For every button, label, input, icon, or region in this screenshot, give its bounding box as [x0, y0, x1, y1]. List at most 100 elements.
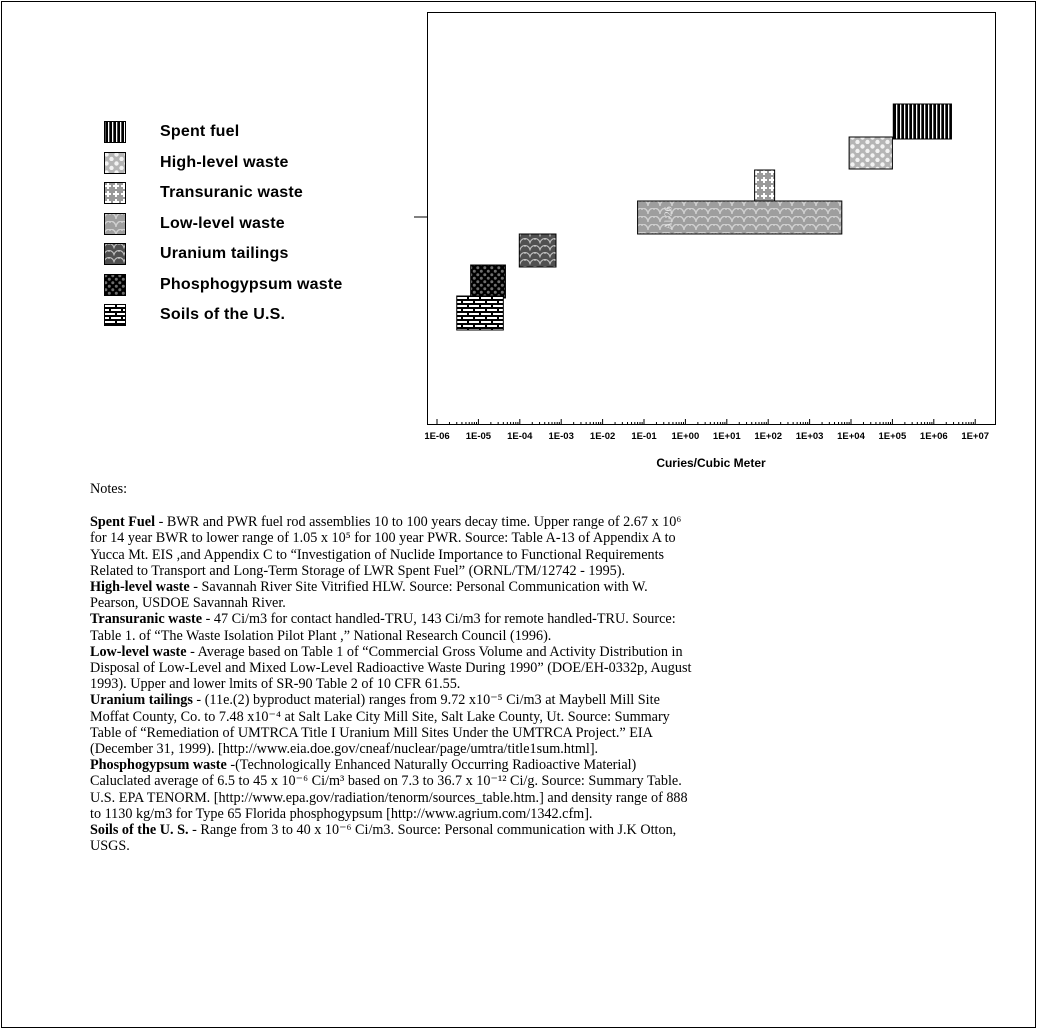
note-line: U.S. EPA TENORM. [http://www.epa.gov/rad… — [90, 790, 990, 806]
legend-swatch — [104, 182, 126, 205]
x-tick-label: 1E+03 — [796, 431, 824, 442]
range-bar-high-level-waste — [848, 136, 893, 170]
range-bar-transuranic-waste — [754, 169, 776, 203]
note-text: Moffat County, Co. to 7.48 x10⁻⁴ at Salt… — [90, 708, 670, 725]
note-text: - BWR and PWR fuel rod assemblies 10 to … — [155, 514, 682, 531]
note-text: Table of “Remediation of UMTRCA Title I … — [90, 724, 653, 741]
chart: Al-26 1E-06 1E-05 1E-04 1E-03 1E-02 1E-01 1E+0… — [414, 103, 989, 470]
legend-item-transuranic-waste: Transuranic waste — [104, 178, 343, 209]
legend-swatch — [104, 121, 126, 144]
note-line: Moffat County, Co. to 7.48 x10⁻⁴ at Salt… — [90, 709, 990, 725]
note-text: - Range from 3 to 40 x 10⁻⁶ Ci/m3. Sourc… — [188, 822, 677, 839]
x-tick-label: 1E+01 — [713, 431, 741, 442]
note-text: Related to Transport and Long-Term Stora… — [90, 562, 626, 579]
x-axis-title: Curies/Cubic Meter — [656, 456, 766, 470]
legend-label: Low-level waste — [160, 214, 285, 232]
note-line: Transuranic waste - 47 Ci/m3 for contact… — [90, 611, 990, 627]
range-bar-low-level-waste — [637, 200, 843, 235]
legend-label: Phosphogypsum waste — [160, 275, 343, 293]
legend-label: Soils of the U.S. — [160, 306, 286, 324]
note-text: Disposal of Low-Level and Mixed Low-Leve… — [90, 660, 692, 677]
legend-swatch — [104, 212, 126, 235]
legend-label: Uranium tailings — [160, 245, 289, 263]
bar-annotation: Al-26 — [663, 206, 674, 229]
note-line: Soils of the U. S. - Range from 3 to 40 … — [90, 822, 990, 838]
legend-label: Transuranic waste — [160, 184, 304, 202]
note-text: for 14 year BWR to lower range of 1.05 x… — [90, 530, 676, 547]
x-tick-label: 1E-05 — [466, 431, 492, 442]
x-tick-label: 1E+05 — [879, 431, 907, 442]
note-line: Table 1. of “The Waste Isolation Pilot P… — [90, 628, 990, 644]
x-tick-label: 1E+00 — [672, 431, 700, 442]
legend-swatch — [104, 273, 126, 296]
note-text: - (11e.(2) byproduct material) ranges fr… — [192, 692, 660, 709]
note-title: Low-level waste — [90, 643, 187, 660]
note-line: Table of “Remediation of UMTRCA Title I … — [90, 725, 990, 741]
note-text: Pearson, USDOE Savannah River. — [90, 595, 286, 612]
note-line: Caluclated average of 6.5 to 45 x 10⁻⁶ C… — [90, 773, 990, 789]
x-tick-label: 1E+04 — [837, 431, 865, 442]
note-line: to 1130 kg/m3 for Type 65 Florida phosph… — [90, 806, 990, 822]
note-text: - Savannah River Site Vitrified HLW. Sou… — [189, 579, 648, 596]
range-bar-spent-fuel — [892, 103, 952, 140]
note-line: Related to Transport and Long-Term Stora… — [90, 563, 990, 579]
note-line: for 14 year BWR to lower range of 1.05 x… — [90, 530, 990, 546]
note-line: High-level waste - Savannah River Site V… — [90, 579, 990, 595]
note-title: Transuranic waste — [90, 611, 203, 628]
legend-label: High-level waste — [160, 153, 289, 171]
note-line: Spent Fuel - BWR and PWR fuel rod assemb… — [90, 514, 990, 530]
legend-item-uranium-tailings: Uranium tailings — [104, 239, 343, 270]
legend-item-low-level-waste: Low-level waste — [104, 209, 343, 240]
range-bar-uranium-tailings — [518, 233, 557, 268]
x-tick-label: 1E-06 — [424, 431, 449, 442]
x-tick-label: 1E-02 — [590, 431, 615, 442]
note-text: - Average based on Table 1 of “Commercia… — [186, 643, 683, 660]
note-text: Caluclated average of 6.5 to 45 x 10⁻⁶ C… — [90, 773, 682, 790]
plot-area — [427, 12, 996, 425]
note-line: Pearson, USDOE Savannah River. — [90, 595, 990, 611]
legend-item-spent-fuel: Spent fuel — [104, 117, 343, 148]
legend: Spent fuel High-level waste Transuranic wa… — [104, 117, 343, 331]
x-tick-label: 1E+02 — [754, 431, 782, 442]
range-bar-soils-of-the-u-s — [456, 295, 504, 331]
legend-item-phosphogypsum-waste: Phosphogypsum waste — [104, 270, 343, 301]
note-title: High-level waste — [90, 579, 190, 596]
x-tick-label: 1E+07 — [961, 431, 989, 442]
note-title: Spent Fuel — [90, 514, 156, 531]
note-text: Yucca Mt. EIS ,and Appendix C to “Invest… — [90, 546, 665, 563]
x-tick-label: 1E+06 — [920, 431, 948, 442]
legend-item-soils-of-the-u-s: Soils of the U.S. — [104, 300, 343, 331]
legend-item-high-level-waste: High-level waste — [104, 148, 343, 179]
note-title: Phosphogypsum waste — [90, 757, 227, 774]
note-line: Phosphogypsum waste -(Technologically En… — [90, 757, 990, 773]
note-text: U.S. EPA TENORM. [http://www.epa.gov/rad… — [90, 789, 688, 806]
note-line: USGS. — [90, 838, 990, 854]
note-line: (December 31, 1999). [http://www.eia.doe… — [90, 741, 990, 757]
note-line: 1993). Upper and lower lmits of SR-90 Ta… — [90, 676, 990, 692]
legend-swatch — [104, 151, 126, 174]
note-text: - 47 Ci/m3 for contact handled-TRU, 143 … — [202, 611, 676, 628]
x-tick-label: 1E-04 — [507, 431, 533, 442]
note-title: Uranium tailings — [90, 692, 193, 709]
legend-swatch — [104, 304, 126, 327]
notes-body: Spent Fuel - BWR and PWR fuel rod assemb… — [90, 514, 990, 854]
note-text: -(Technologically Enhanced Naturally Occ… — [226, 757, 637, 774]
notes-heading: Notes: — [90, 481, 128, 497]
range-bar-phosphogypsum-waste — [470, 264, 506, 299]
note-line: Uranium tailings - (11e.(2) byproduct ma… — [90, 692, 990, 708]
note-text: to 1130 kg/m3 for Type 65 Florida phosph… — [90, 805, 593, 822]
note-title: Soils of the U. S. — [90, 822, 189, 839]
note-text: 1993). Upper and lower lmits of SR-90 Ta… — [90, 676, 461, 693]
note-line: Yucca Mt. EIS ,and Appendix C to “Invest… — [90, 547, 990, 563]
note-text: Table 1. of “The Waste Isolation Pilot P… — [90, 627, 552, 644]
notes-section: Notes: Spent Fuel - BWR and PWR fuel rod… — [90, 481, 990, 854]
x-tick-label: 1E-03 — [549, 431, 574, 442]
legend-swatch — [104, 243, 126, 266]
legend-label: Spent fuel — [160, 123, 240, 141]
note-text: (December 31, 1999). [http://www.eia.doe… — [90, 741, 599, 758]
x-tick-label: 1E-01 — [631, 431, 657, 442]
note-line: Low-level waste - Average based on Table… — [90, 644, 990, 660]
note-line: Disposal of Low-Level and Mixed Low-Leve… — [90, 660, 990, 676]
note-text: USGS. — [90, 838, 130, 855]
